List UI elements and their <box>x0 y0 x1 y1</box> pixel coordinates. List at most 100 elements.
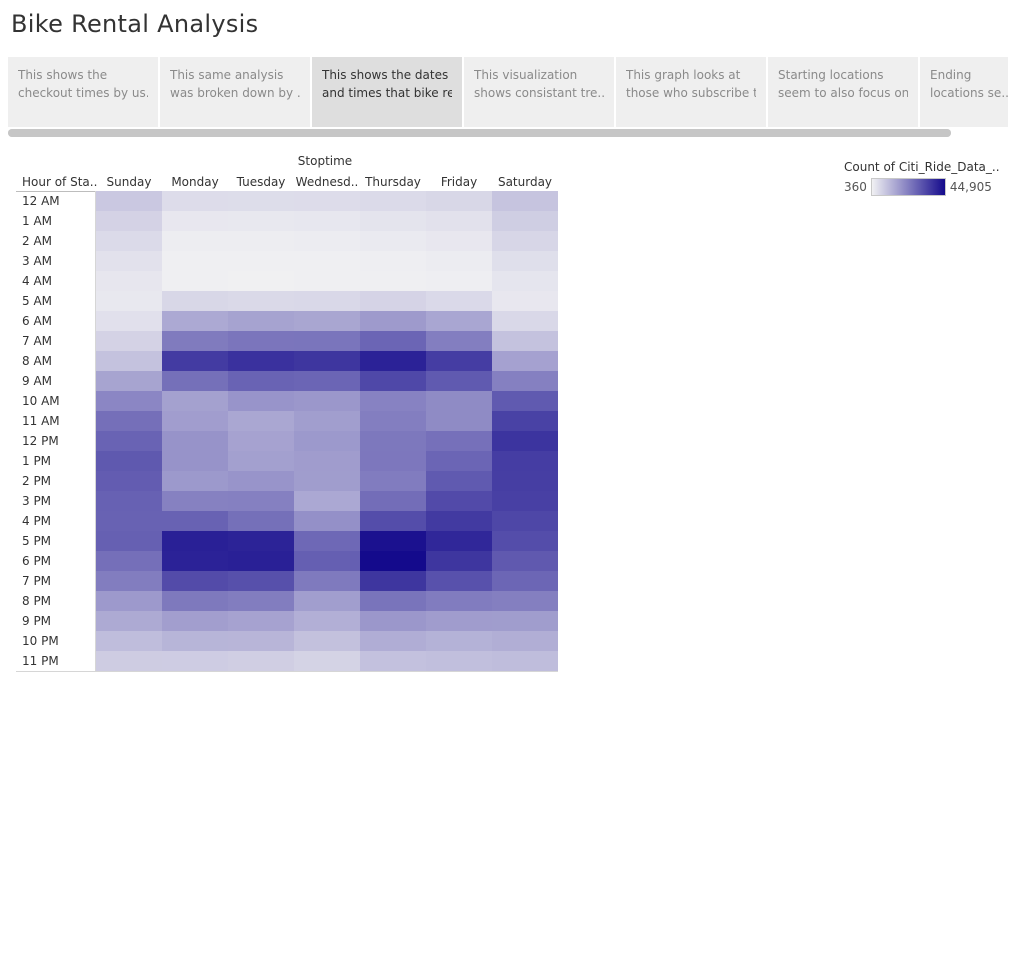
heatmap-cell[interactable] <box>360 591 426 611</box>
heatmap-cell[interactable] <box>96 571 162 591</box>
heatmap-cell[interactable] <box>492 611 558 631</box>
heatmap-cell[interactable] <box>228 431 294 451</box>
heatmap-cell[interactable] <box>426 191 492 211</box>
heatmap-cell[interactable] <box>228 211 294 231</box>
heatmap-cell[interactable] <box>162 551 228 571</box>
heatmap-cell[interactable] <box>228 451 294 471</box>
heatmap-cell[interactable] <box>228 391 294 411</box>
heatmap-cell[interactable] <box>492 511 558 531</box>
heatmap-cell[interactable] <box>426 411 492 431</box>
heatmap-cell[interactable] <box>96 591 162 611</box>
heatmap-cell[interactable] <box>96 611 162 631</box>
story-point-7[interactable]: Ending locations se.. <box>920 57 1008 127</box>
heatmap-cell[interactable] <box>162 211 228 231</box>
story-scroll-thumb[interactable] <box>8 129 951 137</box>
heatmap-cell[interactable] <box>492 351 558 371</box>
heatmap-cell[interactable] <box>96 411 162 431</box>
heatmap-cell[interactable] <box>492 211 558 231</box>
heatmap-cell[interactable] <box>162 651 228 671</box>
heatmap-cell[interactable] <box>162 311 228 331</box>
heatmap-cell[interactable] <box>492 571 558 591</box>
heatmap-cell[interactable] <box>294 191 360 211</box>
heatmap-cell[interactable] <box>294 351 360 371</box>
heatmap-cell[interactable] <box>228 271 294 291</box>
heatmap-cell[interactable] <box>360 391 426 411</box>
heatmap-cell[interactable] <box>228 651 294 671</box>
heatmap-cell[interactable] <box>162 331 228 351</box>
heatmap-cell[interactable] <box>228 291 294 311</box>
heatmap-cell[interactable] <box>228 531 294 551</box>
heatmap-cell[interactable] <box>426 251 492 271</box>
heatmap-cell[interactable] <box>294 391 360 411</box>
heatmap-cell[interactable] <box>426 331 492 351</box>
heatmap-cell[interactable] <box>162 431 228 451</box>
heatmap-cell[interactable] <box>360 491 426 511</box>
heatmap-cell[interactable] <box>228 471 294 491</box>
heatmap-cell[interactable] <box>162 351 228 371</box>
story-point-1[interactable]: This shows the checkout times by us.. <box>8 57 158 127</box>
heatmap-cell[interactable] <box>96 651 162 671</box>
heatmap-cell[interactable] <box>426 311 492 331</box>
heatmap-cell[interactable] <box>162 231 228 251</box>
heatmap-cell[interactable] <box>96 251 162 271</box>
heatmap-cell[interactable] <box>294 251 360 271</box>
heatmap-cell[interactable] <box>96 211 162 231</box>
story-point-5[interactable]: This graph looks at those who subscribe t… <box>616 57 766 127</box>
heatmap-cell[interactable] <box>360 371 426 391</box>
heatmap-cell[interactable] <box>228 571 294 591</box>
heatmap-cell[interactable] <box>426 351 492 371</box>
heatmap-cell[interactable] <box>426 631 492 651</box>
story-point-4[interactable]: This visualization shows consistant tre.. <box>464 57 614 127</box>
heatmap-cell[interactable] <box>426 611 492 631</box>
heatmap-cell[interactable] <box>294 371 360 391</box>
heatmap-cell[interactable] <box>294 211 360 231</box>
heatmap-cell[interactable] <box>426 651 492 671</box>
heatmap-cell[interactable] <box>228 251 294 271</box>
heatmap-cell[interactable] <box>426 271 492 291</box>
heatmap-cell[interactable] <box>162 371 228 391</box>
heatmap-cell[interactable] <box>162 591 228 611</box>
heatmap-cell[interactable] <box>426 211 492 231</box>
heatmap-cell[interactable] <box>96 631 162 651</box>
heatmap-cell[interactable] <box>294 471 360 491</box>
heatmap-cell[interactable] <box>162 471 228 491</box>
heatmap-cell[interactable] <box>360 451 426 471</box>
heatmap-cell[interactable] <box>294 651 360 671</box>
heatmap-cell[interactable] <box>228 611 294 631</box>
heatmap-cell[interactable] <box>96 471 162 491</box>
heatmap-cell[interactable] <box>360 231 426 251</box>
heatmap-cell[interactable] <box>228 371 294 391</box>
heatmap-cell[interactable] <box>228 411 294 431</box>
heatmap-cell[interactable] <box>294 411 360 431</box>
heatmap-cell[interactable] <box>294 631 360 651</box>
story-point-6[interactable]: Starting locations seem to also focus on … <box>768 57 918 127</box>
heatmap-cell[interactable] <box>228 491 294 511</box>
heatmap-cell[interactable] <box>426 591 492 611</box>
heatmap-cell[interactable] <box>360 431 426 451</box>
heatmap-cell[interactable] <box>162 291 228 311</box>
heatmap-cell[interactable] <box>96 331 162 351</box>
heatmap-cell[interactable] <box>426 431 492 451</box>
heatmap-cell[interactable] <box>426 371 492 391</box>
heatmap-cell[interactable] <box>492 311 558 331</box>
heatmap-cell[interactable] <box>162 511 228 531</box>
heatmap-cell[interactable] <box>162 251 228 271</box>
heatmap-cell[interactable] <box>294 491 360 511</box>
heatmap-cell[interactable] <box>228 231 294 251</box>
heatmap-cell[interactable] <box>96 391 162 411</box>
heatmap-cell[interactable] <box>426 451 492 471</box>
heatmap-cell[interactable] <box>162 571 228 591</box>
heatmap-cell[interactable] <box>492 651 558 671</box>
heatmap-cell[interactable] <box>426 531 492 551</box>
heatmap-cell[interactable] <box>228 351 294 371</box>
heatmap-cell[interactable] <box>426 551 492 571</box>
heatmap-cell[interactable] <box>162 191 228 211</box>
heatmap-cell[interactable] <box>228 591 294 611</box>
heatmap-cell[interactable] <box>426 291 492 311</box>
heatmap-cell[interactable] <box>96 191 162 211</box>
heatmap-cell[interactable] <box>360 251 426 271</box>
heatmap-cell[interactable] <box>492 291 558 311</box>
heatmap-cell[interactable] <box>96 291 162 311</box>
heatmap-cell[interactable] <box>426 231 492 251</box>
heatmap-cell[interactable] <box>294 331 360 351</box>
